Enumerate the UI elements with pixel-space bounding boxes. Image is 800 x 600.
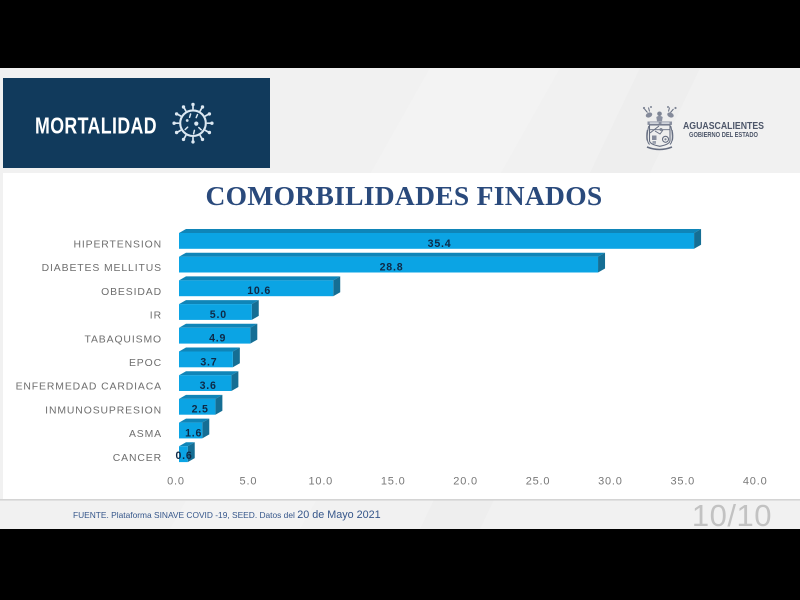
svg-text:25.0: 25.0: [526, 476, 551, 488]
svg-text:28.8: 28.8: [380, 262, 404, 274]
svg-text:35.4: 35.4: [428, 238, 452, 250]
svg-text:GOBIERNO DEL ESTADO: GOBIERNO DEL ESTADO: [689, 130, 758, 139]
svg-text:FUENTE. Plataforma SINAVE COVI: FUENTE. Plataforma SINAVE COVID -19, SEE…: [73, 509, 381, 521]
svg-text:AGUASCALIENTES: AGUASCALIENTES: [683, 120, 764, 132]
svg-text:4.9: 4.9: [209, 333, 226, 345]
svg-text:IR: IR: [150, 311, 162, 322]
svg-text:10.0: 10.0: [308, 476, 333, 488]
svg-text:ASMA: ASMA: [129, 429, 162, 440]
svg-text:EPOC: EPOC: [129, 358, 162, 369]
svg-text:DIABETES MELLITUS: DIABETES MELLITUS: [42, 263, 162, 274]
svg-text:35.0: 35.0: [670, 476, 695, 488]
svg-text:1.6: 1.6: [185, 427, 202, 439]
svg-text:3.7: 3.7: [200, 356, 217, 368]
svg-text:30.0: 30.0: [598, 476, 623, 488]
svg-text:20.0: 20.0: [453, 476, 478, 488]
svg-text:HIPERTENSION: HIPERTENSION: [73, 240, 162, 251]
svg-text:3.6: 3.6: [200, 380, 217, 392]
svg-text:ENFERMEDAD CARDIACA: ENFERMEDAD CARDIACA: [16, 382, 162, 393]
svg-text:40.0: 40.0: [743, 476, 768, 488]
svg-text:COMORBILIDADES FINADOS: COMORBILIDADES FINADOS: [206, 180, 603, 211]
svg-text:CANCER: CANCER: [113, 453, 162, 464]
svg-text:0.6: 0.6: [175, 450, 192, 462]
svg-text:10/10: 10/10: [692, 498, 772, 533]
svg-text:15.0: 15.0: [381, 476, 406, 488]
svg-text:INMUNOSUPRESION: INMUNOSUPRESION: [45, 405, 162, 416]
svg-text:0.0: 0.0: [167, 476, 185, 488]
svg-text:TABAQUISMO: TABAQUISMO: [84, 334, 162, 345]
svg-text:10.6: 10.6: [247, 285, 271, 297]
svg-text:5.0: 5.0: [210, 309, 227, 321]
svg-text:5.0: 5.0: [240, 476, 258, 488]
svg-text:2.5: 2.5: [192, 404, 209, 416]
svg-text:MORTALIDAD: MORTALIDAD: [35, 113, 157, 139]
svg-text:OBESIDAD: OBESIDAD: [101, 287, 162, 298]
